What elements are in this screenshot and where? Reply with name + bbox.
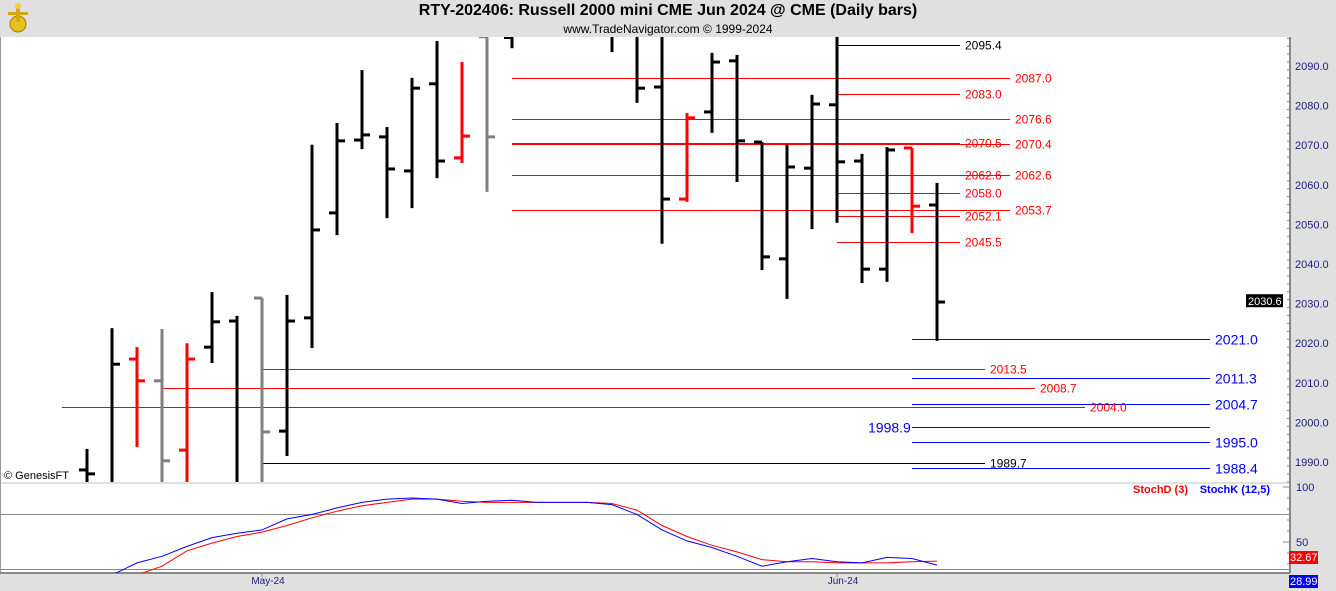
- price-tick-label: 2010.0: [1295, 378, 1329, 390]
- level-label: 1995.0: [1215, 435, 1258, 451]
- ohlc-bar: [704, 52, 720, 133]
- ohlc-bar: [79, 448, 95, 482]
- stochk-value-marker: [1289, 575, 1318, 588]
- ohlc-bars: [79, 37, 945, 482]
- price-tick-label: 2070.0: [1295, 140, 1329, 152]
- stoch-panel: [0, 484, 1290, 573]
- ohlc-bar: [929, 182, 945, 341]
- price-tick-label: 2020.0: [1295, 338, 1329, 350]
- price-tick-label: 2030.0: [1295, 299, 1329, 311]
- level-lines: 2095.4 2087.0 2083.0 2076.6 2070.5 2070.4 2062…: [62, 39, 1258, 477]
- chart-title: RTY-202406: Russell 2000 mini CME Jun 20…: [418, 2, 918, 19]
- ohlc-bar: [329, 123, 345, 236]
- stoch-tick-label: 50: [1296, 537, 1308, 549]
- price-tick-label: 1990.0: [1295, 457, 1329, 469]
- ohlc-bar: [754, 140, 770, 270]
- ohlc-bar: [254, 296, 270, 482]
- stoch-tick-label: 100: [1296, 482, 1314, 494]
- level-label: 2070.4: [1015, 138, 1052, 152]
- level-label: 1988.4: [1215, 461, 1258, 477]
- chart-subtitle: www.TradeNavigator.com © 1999-2024: [563, 22, 773, 36]
- ohlc-bar: [804, 94, 820, 230]
- level-label: 2052.1: [965, 210, 1002, 224]
- price-tick-label: 2090.0: [1295, 61, 1329, 73]
- ohlc-bar: [304, 144, 320, 348]
- level-label: 2062.6: [1015, 169, 1052, 183]
- ohlc-bar: [110, 328, 120, 482]
- legend-stochk: StochK (12,5): [1200, 484, 1271, 496]
- price-tick-label: 2000.0: [1295, 417, 1329, 429]
- price-tick-label: 2080.0: [1295, 101, 1329, 113]
- stochk-value: 28.99: [1290, 576, 1318, 588]
- level-label: 2070.5: [965, 137, 1002, 151]
- price-tick-label: 2040.0: [1295, 259, 1329, 271]
- level-label: 2004.7: [1215, 397, 1258, 413]
- level-label: 2095.4: [965, 39, 1002, 53]
- last-price-label: 2030.6: [1248, 296, 1282, 308]
- date-axis-label: Jun-24: [828, 576, 859, 587]
- chart-header: RTY-202406: Russell 2000 mini CME Jun 20…: [0, 0, 1336, 37]
- ohlc-bar: [129, 347, 145, 447]
- ohlc-bar: [179, 343, 195, 482]
- date-axis-label: May-24: [251, 576, 285, 587]
- price-tick-label: 2050.0: [1295, 219, 1329, 231]
- level-label: 2083.0: [965, 88, 1002, 102]
- stochd-value: 32.67: [1290, 552, 1318, 564]
- level-label: 2021.0: [1215, 332, 1258, 348]
- level-label: 2004.0: [1090, 401, 1127, 415]
- ohlc-bar: [854, 153, 870, 284]
- ohlc-bar: [204, 292, 220, 363]
- genesis-logo-icon: [2, 2, 34, 39]
- legend-stochd: StochD (3): [1133, 484, 1188, 496]
- ohlc-bar: [404, 77, 420, 209]
- ohlc-bar: [829, 37, 845, 223]
- ohlc-bar: [229, 315, 239, 482]
- last-price-marker: [1246, 294, 1283, 308]
- ohlc-bar: [729, 54, 745, 183]
- price-axis: 2090.0 2080.0 2070.0 2060.0 2050.0 2040.0 2030…: [1246, 37, 1329, 483]
- ohlc-bar: [279, 294, 295, 457]
- ohlc-bar: [154, 328, 170, 482]
- stochd-value-marker: [1289, 551, 1318, 564]
- level-label: 2008.7: [1040, 382, 1077, 396]
- level-label: 1989.7: [990, 457, 1027, 471]
- ohlc-bar: [635, 37, 645, 103]
- level-label: 2076.6: [1015, 113, 1052, 127]
- date-axis: May-24 Jun-24: [251, 573, 859, 587]
- ohlc-bar: [610, 37, 614, 53]
- stoch-axis: 100 50 32.67 28.99: [1283, 482, 1318, 588]
- ohlc-bar: [654, 37, 670, 244]
- stoch-line-k: [114, 497, 938, 573]
- level-label: 2058.0: [965, 187, 1002, 201]
- ohlc-bar: [429, 41, 445, 179]
- level-label: 2053.7: [1015, 204, 1052, 218]
- level-label: 2087.0: [1015, 72, 1052, 86]
- ohlc-bar: [454, 62, 470, 164]
- level-label: 2011.3: [1215, 371, 1257, 387]
- ohlc-bar: [879, 147, 895, 282]
- ohlc-bar: [679, 113, 695, 202]
- ohlc-bar: [504, 37, 514, 49]
- level-label: 2045.5: [965, 236, 1002, 250]
- level-label: 2013.5: [990, 363, 1027, 377]
- ohlc-bar: [479, 37, 495, 192]
- ohlc-bar: [904, 146, 920, 234]
- price-tick-label: 2060.0: [1295, 180, 1329, 192]
- level-label: 1998.9: [868, 420, 911, 436]
- ohlc-bar: [379, 126, 395, 219]
- stoch-lines: [0, 497, 1290, 573]
- copyright-credit: © GenesisFT: [4, 470, 69, 482]
- ohlc-bar: [779, 144, 795, 299]
- price-panel: [0, 37, 1290, 482]
- ohlc-bar: [354, 69, 370, 150]
